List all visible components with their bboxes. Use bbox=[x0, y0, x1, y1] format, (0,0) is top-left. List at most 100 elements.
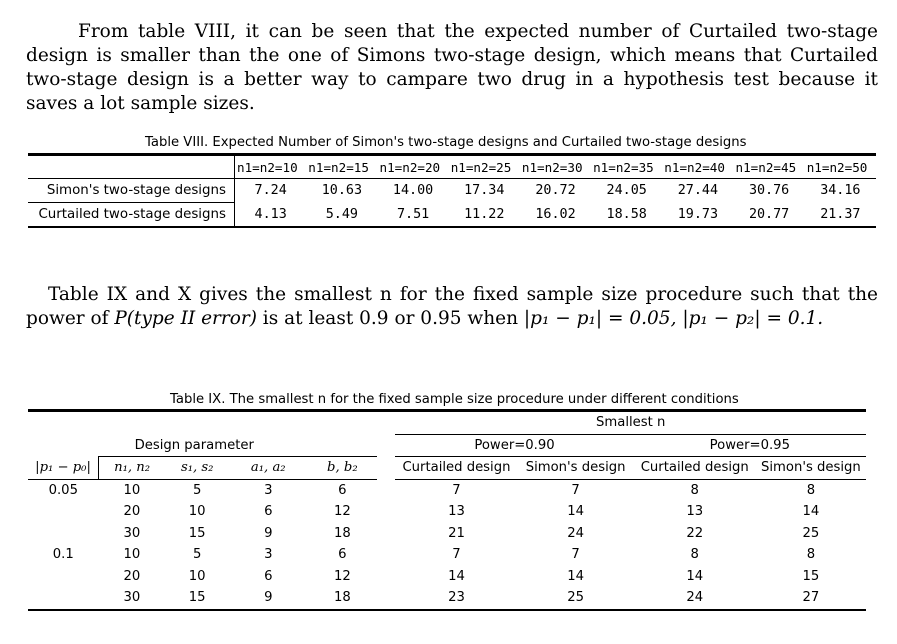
table9-cell: 14 bbox=[448, 568, 465, 584]
table9-diff-cell bbox=[28, 566, 99, 588]
table9-power-090: Power=0.90 bbox=[395, 434, 634, 457]
table9-gap bbox=[377, 479, 395, 501]
table9-cell: 6 bbox=[264, 504, 273, 520]
table9-cell: 14 bbox=[802, 504, 820, 520]
table8-cell: 24.05 bbox=[606, 183, 647, 199]
table8-col-header: n1=n2=10 bbox=[234, 153, 307, 179]
table8-cell: 11.22 bbox=[448, 202, 520, 228]
table8-cell: 18.58 bbox=[591, 202, 663, 228]
table9-cell: 30 bbox=[123, 525, 141, 541]
table9-diff-cell: 0.1 bbox=[52, 547, 74, 563]
table8-row-simon: Simon's two-stage designs 7.24 10.63 14.… bbox=[28, 178, 876, 203]
table8-row-curtailed: Curtailed two-stage designs 4.13 5.49 7.… bbox=[28, 202, 876, 228]
table9-col-header: a₁, a₂ bbox=[229, 456, 308, 480]
table9-col-header: Curtailed design bbox=[395, 456, 518, 480]
table9-cell: 13 bbox=[686, 504, 704, 520]
table9-cell: 21 bbox=[448, 525, 465, 541]
table8-cell: 20.77 bbox=[733, 202, 805, 228]
table9-column-header-row: |p₁ − p₀| n₁, n₂ s₁, s₂ a₁, a₂ b, b₂ Cur… bbox=[28, 456, 866, 480]
paragraph2-text: Table IX and X gives the smallest n for … bbox=[26, 284, 878, 329]
table9-cell: 30 bbox=[98, 587, 166, 611]
table9-cell: 8 bbox=[690, 482, 699, 498]
table9-gap bbox=[377, 587, 396, 611]
table9-cell: 7 bbox=[571, 547, 580, 563]
table9-cell: 12 bbox=[333, 568, 351, 584]
table9-col-header: Simon's design bbox=[517, 456, 634, 480]
table9-cell: 14 bbox=[567, 568, 584, 584]
table9-cell: 15 bbox=[188, 525, 206, 541]
table9-smallest-n: Smallest n bbox=[395, 409, 866, 435]
table8-cell: 16.02 bbox=[519, 202, 592, 228]
table8-col-header: n1=n2=50 bbox=[804, 153, 876, 179]
table9-cell: 6 bbox=[338, 547, 347, 563]
table9-spacer bbox=[28, 434, 99, 457]
table9-cell: 10 bbox=[123, 482, 141, 498]
table9-col-header: s₁, s₂ bbox=[165, 456, 230, 480]
table8-cell: 19.73 bbox=[662, 202, 734, 228]
table9-gap bbox=[377, 566, 395, 588]
table9-cell: 25 bbox=[517, 587, 634, 611]
table9-gap bbox=[377, 409, 396, 434]
table8-col-header: n1=n2=45 bbox=[733, 153, 805, 179]
table8-cell: 21.37 bbox=[804, 202, 876, 228]
table9-cell: 10 bbox=[188, 504, 206, 520]
table8-col-header: n1=n2=35 bbox=[591, 153, 663, 179]
table9-cell: 13 bbox=[448, 504, 465, 520]
table8-col-header: n1=n2=15 bbox=[306, 153, 378, 179]
table9-gap bbox=[377, 523, 395, 545]
table8-caption: Table VIII. Expected Number of Simon's t… bbox=[145, 135, 747, 150]
table8-cell: 7.24 bbox=[254, 183, 287, 199]
table9-cell: 20 bbox=[123, 568, 141, 584]
table8-header-row: n1=n2=10 n1=n2=15 n1=n2=20 n1=n2=25 n1=n… bbox=[28, 153, 876, 179]
table9-col-header: n₁, n₂ bbox=[98, 456, 166, 480]
table9-diff-cell bbox=[28, 501, 99, 523]
table9-spacer bbox=[28, 409, 378, 434]
table9-cell: 8 bbox=[806, 547, 816, 563]
table8-cell: 17.34 bbox=[464, 183, 505, 199]
table-ix: Smallest n Design parameter Power=0.90 P… bbox=[28, 409, 866, 611]
table9-gap bbox=[377, 544, 395, 566]
table9-cell: 10 bbox=[123, 547, 141, 563]
table8-cell: 14.00 bbox=[392, 183, 434, 199]
paragraph-smallest-n: Table IX and X gives the smallest n for … bbox=[26, 283, 878, 331]
table8-col-header: n1=n2=40 bbox=[662, 153, 734, 179]
table9-cell: 7 bbox=[452, 547, 461, 563]
table9-cell: 7 bbox=[571, 482, 580, 498]
table9-cell: 14 bbox=[686, 568, 704, 584]
table9-cell: 20 bbox=[123, 504, 141, 520]
table9-power-095: Power=0.95 bbox=[633, 434, 866, 457]
table9-cell: 5 bbox=[192, 547, 202, 563]
table9-diff-cell bbox=[28, 523, 99, 545]
table8-cell: 27.44 bbox=[677, 183, 719, 199]
table9-cell: 24 bbox=[567, 525, 584, 541]
table-row: 0.05 10 5 3 6 7 7 8 8 bbox=[28, 479, 866, 501]
table9-body: 0.05 10 5 3 6 7 7 8 8 20 10 6 12 13 14 13 14 30 15 9 18 21 24 2… bbox=[28, 479, 866, 611]
table9-col-header: Simon's design bbox=[755, 456, 866, 480]
table8-cell: 5.49 bbox=[306, 202, 378, 228]
table9-cell: 6 bbox=[264, 568, 273, 584]
table9-cell: 10 bbox=[188, 568, 206, 584]
paragraph-expected-number: From table VIII, it can be seen that the… bbox=[26, 21, 878, 114]
table-row: 0.1 10 5 3 6 7 7 8 8 bbox=[28, 544, 866, 566]
table9-col-header: |p₁ − p₀| bbox=[28, 456, 100, 480]
table-row: 20 10 6 12 14 14 14 15 bbox=[28, 566, 866, 588]
table9-cell: 8 bbox=[806, 482, 816, 498]
table9-cell: 6 bbox=[338, 482, 347, 498]
table8-cell: 4.13 bbox=[234, 202, 307, 228]
table9-gap bbox=[377, 501, 395, 523]
table9-cell: 7 bbox=[452, 482, 461, 498]
table-row: 30 15 9 18 21 24 22 25 bbox=[28, 523, 866, 545]
table9-cell: 24 bbox=[633, 587, 756, 611]
table9-cell: 25 bbox=[802, 525, 820, 541]
paragraph2-text: is at least 0.9 or 0.95 when bbox=[256, 308, 524, 329]
table-row: 30 15 9 18 23 25 24 27 bbox=[28, 587, 866, 611]
table9-smallest-row: Smallest n bbox=[28, 409, 866, 435]
table9-cell: 18 bbox=[333, 525, 351, 541]
table9-group-row: Design parameter Power=0.90 Power=0.95 bbox=[28, 434, 866, 457]
table9-cell: 3 bbox=[264, 482, 273, 498]
table9-cell: 15 bbox=[165, 587, 230, 611]
table8-cell: 34.16 bbox=[820, 183, 861, 199]
table9-cell: 8 bbox=[690, 547, 699, 563]
table9-cell: 22 bbox=[686, 525, 704, 541]
table8-col-header: n1=n2=25 bbox=[448, 153, 520, 179]
